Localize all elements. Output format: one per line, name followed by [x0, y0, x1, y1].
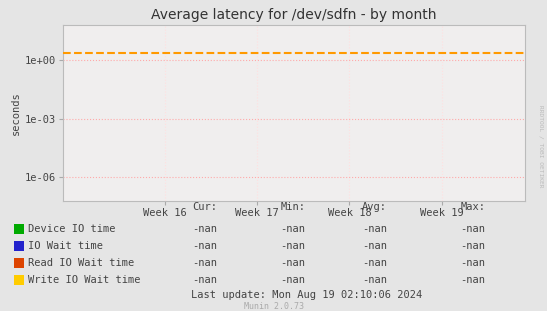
Text: -nan: -nan	[461, 258, 486, 268]
Text: Max:: Max:	[461, 202, 486, 212]
Text: Last update: Mon Aug 19 02:10:06 2024: Last update: Mon Aug 19 02:10:06 2024	[191, 290, 422, 299]
Text: RRDTOOL / TOBI OETIKER: RRDTOOL / TOBI OETIKER	[538, 105, 543, 188]
Text: -nan: -nan	[193, 275, 218, 285]
Text: -nan: -nan	[362, 275, 387, 285]
Text: -nan: -nan	[461, 224, 486, 234]
Text: -nan: -nan	[280, 224, 305, 234]
Text: -nan: -nan	[362, 224, 387, 234]
Text: Avg:: Avg:	[362, 202, 387, 212]
Text: -nan: -nan	[280, 275, 305, 285]
Text: -nan: -nan	[362, 258, 387, 268]
Text: Write IO Wait time: Write IO Wait time	[28, 275, 141, 285]
Y-axis label: seconds: seconds	[10, 91, 21, 135]
Text: -nan: -nan	[461, 241, 486, 251]
Text: -nan: -nan	[280, 258, 305, 268]
Text: Min:: Min:	[280, 202, 305, 212]
Text: IO Wait time: IO Wait time	[28, 241, 103, 251]
Text: -nan: -nan	[193, 241, 218, 251]
Text: -nan: -nan	[280, 241, 305, 251]
Text: -nan: -nan	[193, 258, 218, 268]
Text: -nan: -nan	[362, 241, 387, 251]
Text: Device IO time: Device IO time	[28, 224, 116, 234]
Text: Read IO Wait time: Read IO Wait time	[28, 258, 135, 268]
Text: -nan: -nan	[461, 275, 486, 285]
Text: -nan: -nan	[193, 224, 218, 234]
Text: Cur:: Cur:	[193, 202, 218, 212]
Title: Average latency for /dev/sdfn - by month: Average latency for /dev/sdfn - by month	[152, 8, 437, 22]
Text: Munin 2.0.73: Munin 2.0.73	[243, 301, 304, 310]
